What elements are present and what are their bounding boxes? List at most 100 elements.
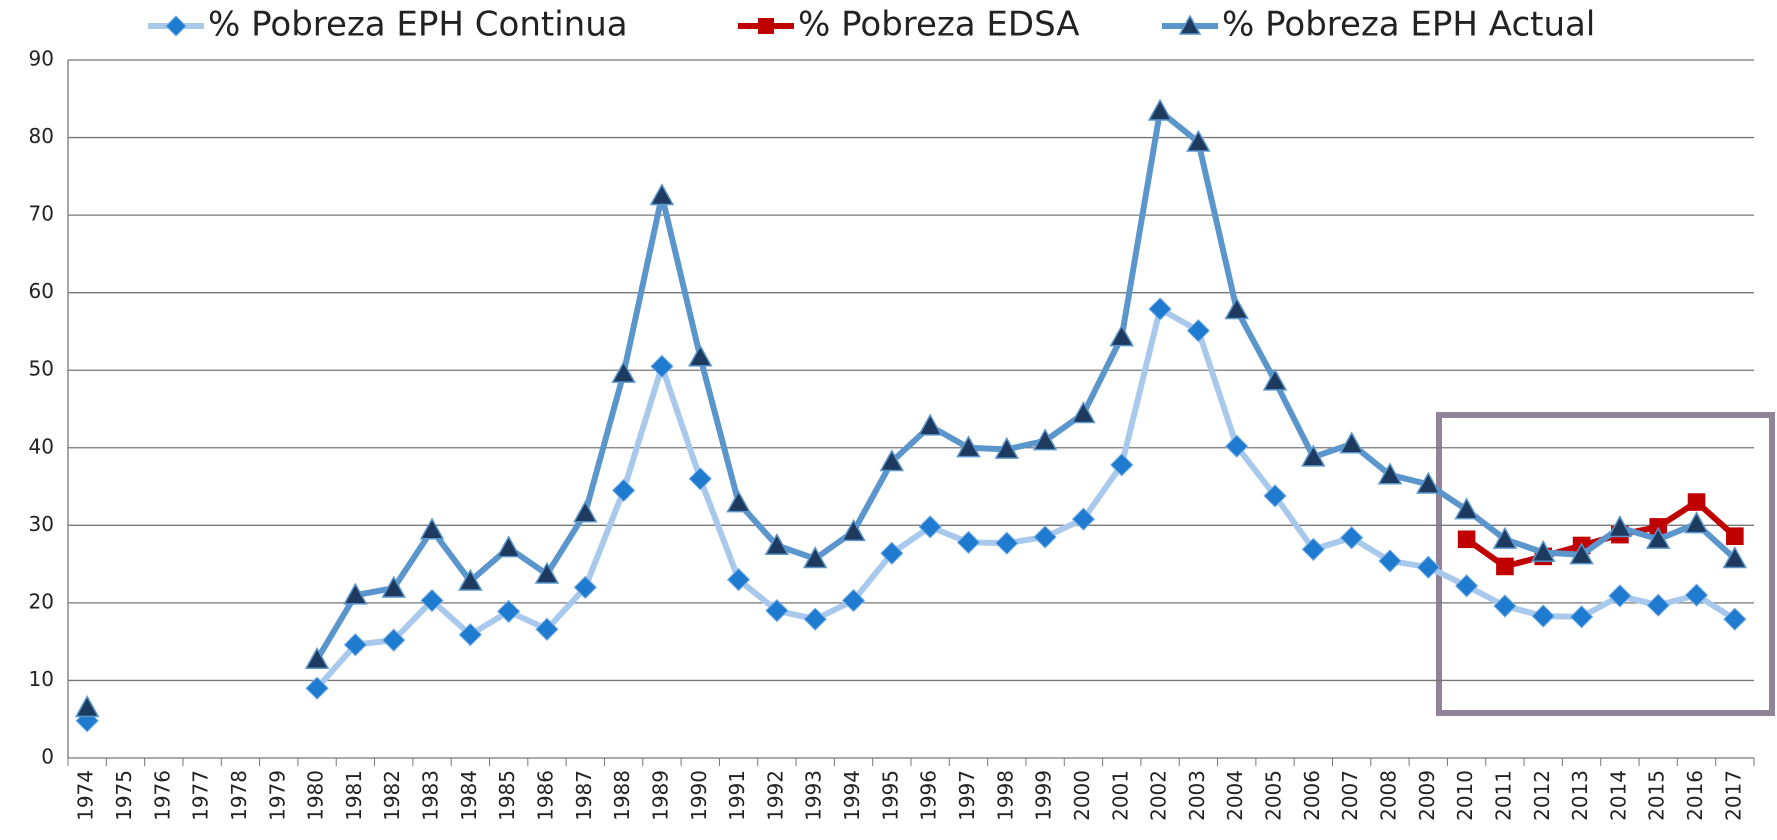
marker (1339, 526, 1364, 550)
marker (74, 695, 100, 718)
marker (1377, 462, 1403, 485)
marker (995, 531, 1019, 555)
x-tick-label: 2002 (1147, 770, 1171, 821)
y-tick-label: 50 (29, 357, 54, 381)
marker (1378, 549, 1402, 573)
legend-marker (758, 18, 774, 34)
x-tick-label: 1990 (687, 770, 711, 821)
x-tick-label: 2006 (1300, 770, 1324, 821)
marker (1493, 594, 1517, 618)
marker (381, 628, 406, 652)
x-tick-label: 1996 (917, 770, 941, 821)
marker (1531, 604, 1555, 628)
legend-label: % Pobreza EDSA (798, 5, 1080, 45)
x-tick-label: 2005 (1262, 770, 1286, 821)
marker (1722, 546, 1748, 569)
marker (1186, 318, 1211, 343)
marker (343, 582, 368, 605)
marker (649, 183, 675, 206)
x-tick-label: 1989 (648, 770, 672, 821)
y-tick-label: 80 (29, 124, 54, 148)
x-tick-label: 1993 (802, 770, 826, 821)
marker (1457, 530, 1476, 549)
marker (1416, 471, 1441, 494)
marker (1033, 525, 1057, 549)
legend-label: % Pobreza EPH Actual (1222, 5, 1595, 45)
y-tick-label: 0 (41, 745, 54, 769)
x-tick-label: 1987 (572, 770, 596, 821)
marker (1301, 444, 1326, 467)
marker (917, 413, 943, 436)
marker (304, 646, 330, 670)
series-line (314, 108, 1737, 662)
x-tick-label: 1991 (725, 770, 749, 821)
marker (841, 518, 866, 542)
marker (1645, 526, 1671, 549)
x-tick-label: 1985 (495, 770, 519, 821)
marker (1608, 584, 1632, 608)
marker (1339, 431, 1364, 454)
x-tick-label: 1999 (1032, 770, 1056, 821)
x-tick-label: 1976 (150, 770, 174, 821)
marker (1109, 324, 1135, 347)
x-tick-label: 2010 (1453, 770, 1477, 821)
marker (1496, 557, 1514, 576)
marker (1492, 526, 1518, 549)
marker (420, 588, 444, 613)
y-tick-label: 60 (29, 279, 54, 303)
marker (994, 436, 1020, 459)
marker (1684, 511, 1709, 534)
marker (956, 435, 981, 458)
x-tick-label: 1979 (265, 770, 289, 821)
highlight-box (1436, 412, 1775, 716)
marker (1530, 539, 1556, 563)
marker (1687, 493, 1706, 511)
marker (1607, 515, 1633, 538)
x-tick-label: 1984 (457, 770, 481, 821)
marker (381, 575, 406, 598)
x-tick-label: 1982 (380, 770, 404, 821)
x-tick-label: 2004 (1223, 770, 1247, 821)
marker (1454, 497, 1479, 520)
marker (802, 546, 828, 569)
x-tick-label: 2003 (1185, 770, 1209, 821)
marker (1186, 129, 1211, 152)
x-tick-label: 2016 (1683, 770, 1707, 821)
marker (1416, 555, 1441, 579)
marker (458, 622, 483, 647)
marker (1224, 297, 1249, 320)
marker (305, 676, 329, 700)
marker (419, 517, 445, 540)
legend-label: % Pobreza EPH Continua (208, 5, 628, 45)
x-tick-label: 1977 (189, 770, 213, 821)
marker (611, 478, 636, 503)
marker (726, 490, 751, 513)
legend-marker (165, 15, 187, 37)
marker (1569, 605, 1594, 629)
x-tick-label: 1980 (304, 770, 328, 821)
x-tick-label: 2008 (1376, 770, 1400, 821)
series-line (314, 305, 1737, 691)
marker (1147, 98, 1173, 121)
x-tick-label: 1978 (227, 770, 251, 821)
x-tick-label: 2007 (1338, 770, 1362, 821)
x-tick-label: 2001 (1108, 770, 1132, 821)
marker (687, 344, 713, 367)
x-tick-label: 1986 (533, 770, 557, 821)
marker (496, 599, 521, 624)
marker (1071, 507, 1096, 531)
marker (534, 561, 560, 584)
marker (1263, 484, 1287, 508)
x-tick-label: 1974 (74, 770, 98, 821)
marker (458, 568, 483, 591)
marker (1454, 574, 1479, 598)
marker (1726, 527, 1744, 545)
marker (343, 633, 368, 657)
x-tick-label: 2013 (1568, 770, 1592, 821)
marker (1032, 428, 1058, 451)
x-tick-label: 1988 (610, 770, 634, 821)
marker (1569, 542, 1594, 565)
y-tick-label: 70 (29, 202, 54, 226)
x-tick-label: 2000 (1070, 770, 1094, 821)
marker (1301, 537, 1326, 562)
